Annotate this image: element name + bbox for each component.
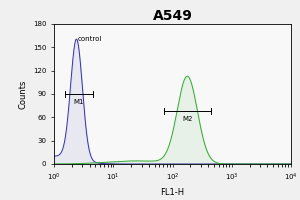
X-axis label: FL1-H: FL1-H <box>160 188 184 197</box>
Text: M1: M1 <box>73 99 84 105</box>
Y-axis label: Counts: Counts <box>18 79 27 109</box>
Text: M2: M2 <box>182 116 193 122</box>
Text: control: control <box>78 36 102 42</box>
Title: A549: A549 <box>153 9 192 23</box>
